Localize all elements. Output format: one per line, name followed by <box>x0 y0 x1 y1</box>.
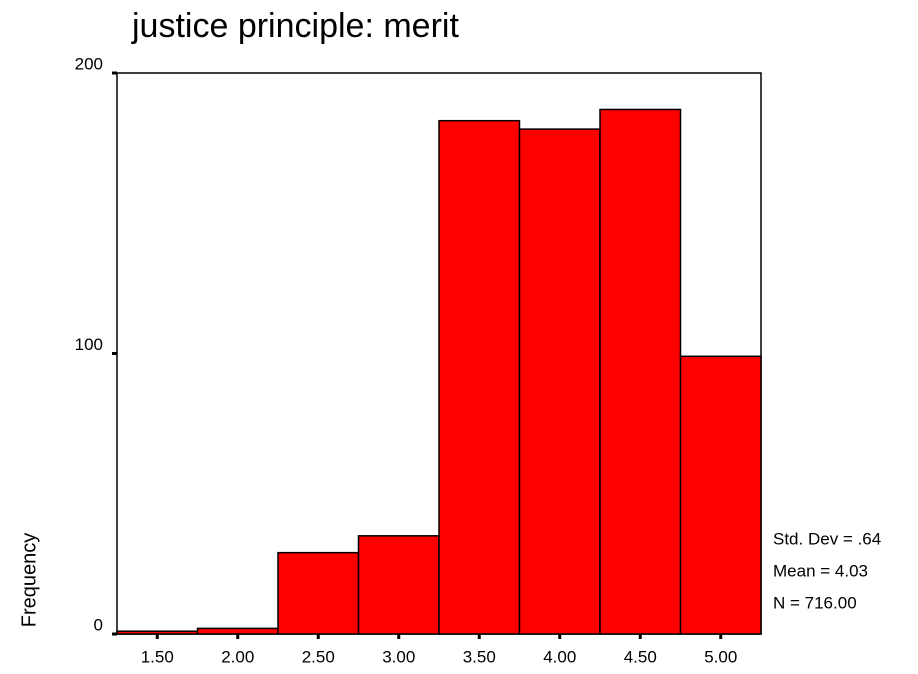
x-tick-label: 1.50 <box>141 647 174 666</box>
y-axis-label: Frequency <box>18 533 40 628</box>
stat-annotation: Std. Dev = .64 <box>773 529 881 548</box>
y-tick-label: 100 <box>75 335 103 354</box>
chart-title: justice principle: merit <box>131 7 459 45</box>
stat-annotation: Mean = 4.03 <box>773 561 868 580</box>
bar <box>518 128 601 635</box>
stat-annotation: N = 716.00 <box>773 593 857 612</box>
y-tick-label: 0 <box>94 615 103 634</box>
bar <box>679 355 762 635</box>
x-tick-label: 3.00 <box>382 647 415 666</box>
bar <box>438 119 521 635</box>
bar <box>196 627 279 635</box>
bar <box>116 630 199 635</box>
y-tick-label: 200 <box>75 54 103 73</box>
x-tick-label: 4.00 <box>543 647 576 666</box>
x-tick-label: 4.50 <box>624 647 657 666</box>
x-tick-label: 5.00 <box>704 647 737 666</box>
bar <box>277 551 360 635</box>
x-tick-label: 2.00 <box>221 647 254 666</box>
bar <box>599 108 682 635</box>
bar <box>357 535 440 635</box>
x-tick-label: 3.50 <box>463 647 496 666</box>
x-tick-label: 2.50 <box>302 647 335 666</box>
